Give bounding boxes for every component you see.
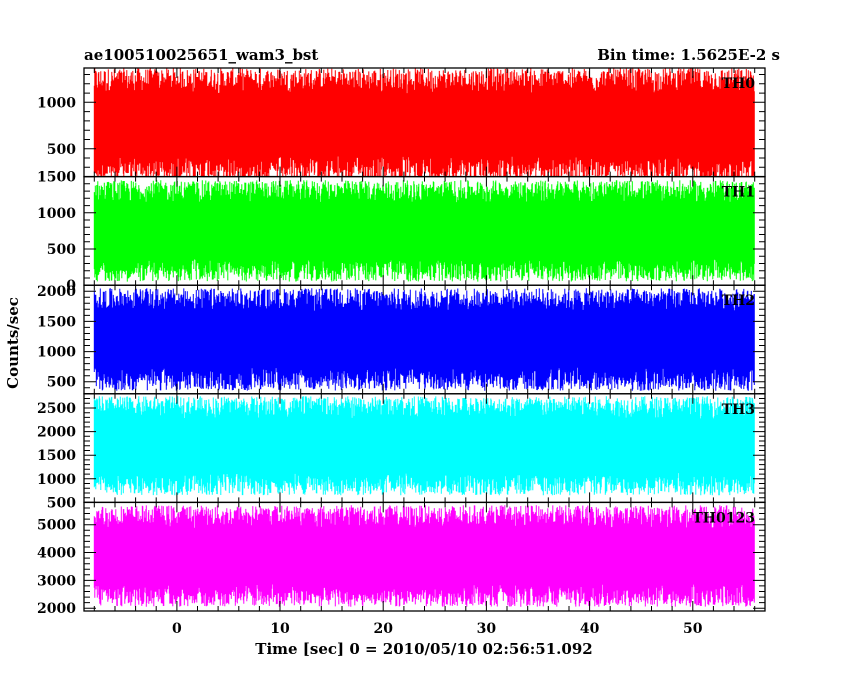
series-label-th3: TH3 [722,402,755,418]
bin-time-label: Bin time: 1.5625E-2 s [597,46,780,64]
y-tick-label: 500 [47,495,76,511]
y-tick-label: 1500 [37,448,76,464]
y-tick-label: 2000 [37,425,76,441]
x-tick-label: 40 [580,621,600,637]
y-tick-label: 2000 [37,284,76,300]
panels: 500 1000 TH0 0 500 1000 1500 TH1 500 1000 1500 2000… [37,67,766,617]
y-tick-label: 1000 [37,472,76,488]
y-tick-label: 1000 [37,345,76,361]
y-tick-label: 1500 [37,170,76,186]
x-tick-label: 30 [477,621,497,637]
x-tick-label: 0 [172,621,182,637]
y-tick-label: 2500 [37,401,76,417]
y-tick-label: 0 [66,278,76,294]
y-tick-label: 1000 [37,206,76,222]
panel-th2: 500 1000 1500 2000 TH2 [37,284,766,395]
panel-th0: 500 1000 TH0 [37,67,766,178]
series-label-th0123: TH0123 [692,510,755,526]
y-tick-label: 500 [47,142,76,158]
series-th3-trace [93,396,755,496]
y-tick-label: 500 [47,242,76,258]
x-tick-label: 50 [683,621,703,637]
chart-title: ae100510025651_wam3_bst [84,46,318,64]
series-th0123-trace [93,505,755,607]
series-th1-trace [93,180,755,282]
series-th0-trace [93,68,755,177]
y-tick-label: 2000 [37,601,76,617]
x-axis-label: Time [sec] 0 = 2010/05/10 02:56:51.092 [255,640,592,658]
y-tick-label: 1000 [37,95,76,111]
panel-th1: 0 500 1000 1500 TH1 [37,170,766,294]
panel-th3: 500 1000 1500 2000 2500 TH3 [37,393,766,511]
y-axis-label: Counts/sec [4,297,22,389]
series-th2-trace [93,288,755,391]
x-axis: 0 10 20 30 40 50 [172,621,703,637]
panel-th0123: 2000 3000 4000 5000 TH0123 [37,501,766,617]
series-label-th2: TH2 [722,293,755,309]
x-tick-label: 10 [270,621,290,637]
y-tick-label: 4000 [37,546,76,562]
y-tick-label: 5000 [37,518,76,534]
y-tick-label: 1500 [37,314,76,330]
x-tick-label: 20 [373,621,393,637]
y-tick-label: 3000 [37,573,76,589]
series-label-th1: TH1 [722,185,755,201]
series-label-th0: TH0 [722,76,756,92]
y-tick-label: 500 [47,375,76,391]
panel-ticks [84,501,765,611]
